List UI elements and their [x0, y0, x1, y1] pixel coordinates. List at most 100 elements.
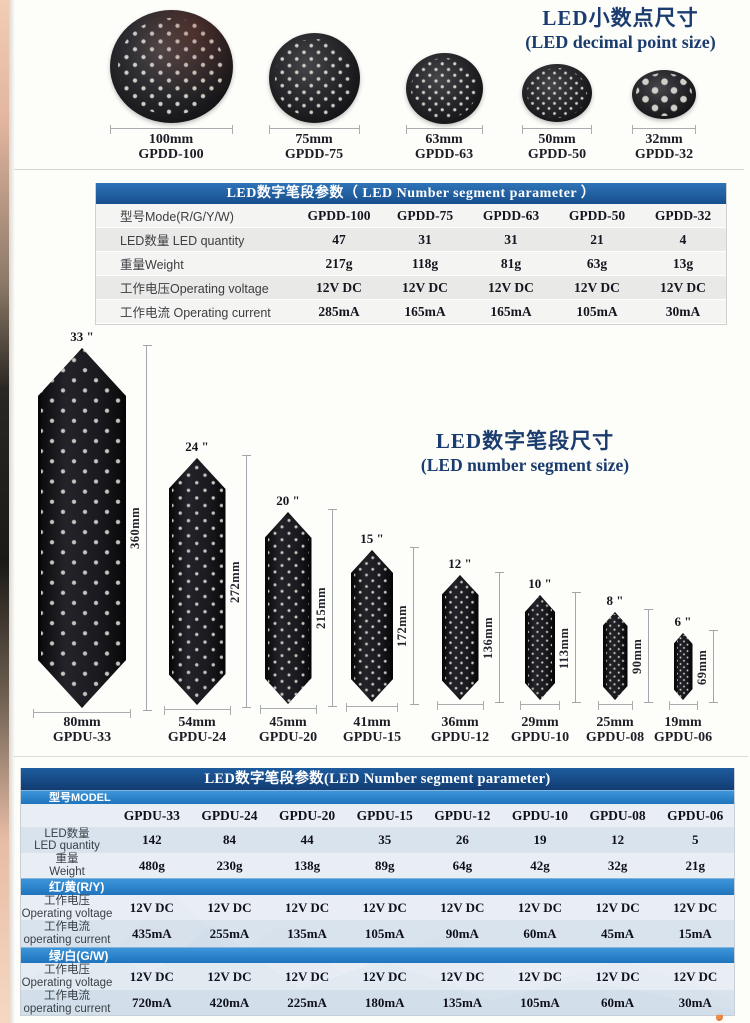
- table-row: 型号Mode(R/G/Y/W) GPDD-100 GPDD-75 GPDD-63 GPD…: [96, 204, 726, 228]
- row-label-cn: 工作电流: [44, 990, 90, 1002]
- segment-model-label: GPDU-10: [510, 730, 570, 745]
- disc-model-label: GPDD-63: [414, 147, 474, 162]
- segment-label: 41mm GPDU-15: [324, 715, 420, 746]
- row-label: LED数量 LED quantity: [21, 828, 113, 853]
- value-cell: 12V DC: [595, 968, 640, 984]
- segment-model-label: GPDU-12: [430, 730, 490, 745]
- decimal-title-cn: LED小数点尺寸: [542, 6, 699, 30]
- value-cell: 720mA: [131, 994, 172, 1010]
- inch-size-label: 33 ": [70, 329, 94, 344]
- row-label: 工作电流 operating current: [21, 990, 113, 1015]
- disc-label: 75mm GPDD-75: [254, 132, 374, 163]
- value-cell: 44: [300, 832, 314, 847]
- segment-photo: [351, 550, 393, 702]
- value-cell: 12V DC: [129, 968, 174, 984]
- segment-width-label: 41mm: [353, 715, 391, 730]
- value-cell: 135mA: [442, 994, 483, 1010]
- disc-model-label: GPDD-100: [138, 147, 204, 162]
- segment-photo: [603, 612, 628, 700]
- row-label-cn: 重量: [55, 853, 79, 865]
- row-label-en: operating current: [23, 933, 111, 946]
- table-row: 工作电流 operating current 720mA 420mA 225mA 180m…: [21, 990, 734, 1015]
- height-mm-label: 272mm: [227, 560, 242, 603]
- segment-led-dots: [172, 460, 223, 703]
- value-cell: 165mA: [404, 303, 446, 319]
- row-label: 型号Mode(R/G/Y/W): [120, 210, 234, 224]
- segment-label: 45mm GPDU-20: [240, 715, 336, 746]
- disc-led-dots: [636, 73, 692, 116]
- disc-model-label: GPDD-50: [527, 147, 587, 162]
- value-cell: 31: [504, 231, 518, 247]
- value-cell: GPDU-08: [589, 807, 646, 823]
- height-measure-line: [644, 609, 653, 703]
- value-cell: 105mA: [364, 925, 405, 941]
- table-row: 工作电流 Operating current 285mA 165mA 165mA 105…: [96, 300, 726, 324]
- value-cell: 60mA: [523, 925, 557, 941]
- decimal-parameter-table: LED数字笔段参数（ LED Number segment parameter …: [95, 183, 727, 325]
- section-divider-top: [14, 169, 744, 170]
- value-cell: 12V DC: [316, 279, 362, 295]
- value-cell: 12V DC: [129, 899, 174, 915]
- segment-title-en: (LED number segment size): [420, 455, 630, 475]
- disc-led-dots: [410, 57, 478, 120]
- height-measure-line: [495, 572, 504, 703]
- row-label-cn: 工作电压: [44, 964, 90, 976]
- value-cell: 12V DC: [207, 899, 252, 915]
- disc-size-label: 75mm: [295, 132, 333, 147]
- value-cell: 12V DC: [284, 968, 330, 984]
- decimal-table-header: LED数字笔段参数（ LED Number segment parameter …: [96, 183, 726, 204]
- disc-label: 100mm GPDD-100: [111, 132, 231, 163]
- value-cell: GPDD-100: [307, 207, 371, 223]
- value-cell: 12V DC: [673, 968, 718, 984]
- segment-led-dots: [606, 614, 625, 698]
- segment-model-label: GPDU-20: [258, 730, 318, 745]
- book-spine-edge: [0, 0, 9, 1023]
- row-label-cn: 工作电流: [44, 921, 90, 933]
- disc-label: 63mm GPDD-63: [384, 132, 504, 163]
- segment-parameter-table: LED数字笔段参数(LED Number segment parameter) …: [20, 768, 735, 1016]
- segment-model-label: GPDU-15: [342, 730, 402, 745]
- row-label: 工作电流 Operating current: [120, 306, 271, 320]
- value-cell: 12V DC: [574, 279, 620, 295]
- segment-label: 36mm GPDU-12: [412, 715, 508, 746]
- value-cell: 105mA: [576, 303, 618, 319]
- decimal-disc-photo: [268, 33, 360, 123]
- segment-title-cn: LED数字笔段尺寸: [435, 429, 615, 453]
- inch-size-label: 6 ": [674, 614, 692, 629]
- height-measure-line: [142, 345, 152, 711]
- value-cell: 480g: [138, 857, 165, 873]
- height-mm-label: 215mm: [313, 586, 328, 630]
- value-cell: 118g: [411, 255, 439, 271]
- decimal-table-body: 型号Mode(R/G/Y/W) GPDD-100 GPDD-75 GPDD-63 GPD…: [96, 204, 726, 324]
- disc-reflection: [109, 10, 233, 123]
- segment-led-dots: [528, 597, 552, 698]
- height-mm-label: 136mm: [480, 616, 495, 659]
- segment-width-label: 54mm: [178, 715, 216, 730]
- segment-width-label: 29mm: [521, 715, 559, 730]
- inch-size-label: 10 ": [528, 576, 552, 591]
- value-cell: 31: [418, 231, 432, 247]
- value-cell: 12V DC: [660, 279, 706, 295]
- segment-section-title: LED数字笔段尺寸 (LED number segment size): [390, 429, 660, 476]
- value-cell: 15mA: [678, 925, 712, 941]
- value-cell: 5: [691, 832, 699, 847]
- table-row: LED数量 LED quantity 47 31 31 21 4: [96, 228, 726, 252]
- width-measure-line: [268, 124, 360, 134]
- height-mm-label: 172mm: [395, 604, 409, 648]
- segment-led-dots: [445, 577, 476, 698]
- segment-model-label: GPDU-08: [585, 730, 645, 745]
- value-cell: 12V DC: [207, 968, 252, 984]
- disc-label: 32mm GPDD-32: [604, 132, 724, 163]
- book-spine-shadow: [9, 0, 15, 1023]
- segment-label: 80mm GPDU-33: [34, 715, 130, 746]
- width-measure-line: [632, 124, 696, 134]
- width-measure-line: [346, 702, 398, 712]
- height-mm-label: 360mm: [128, 506, 142, 550]
- inch-size-label: 20 ": [276, 493, 300, 508]
- width-measure-line: [33, 708, 131, 718]
- value-cell: 81g: [500, 255, 522, 271]
- value-cell: 12V DC: [517, 968, 563, 984]
